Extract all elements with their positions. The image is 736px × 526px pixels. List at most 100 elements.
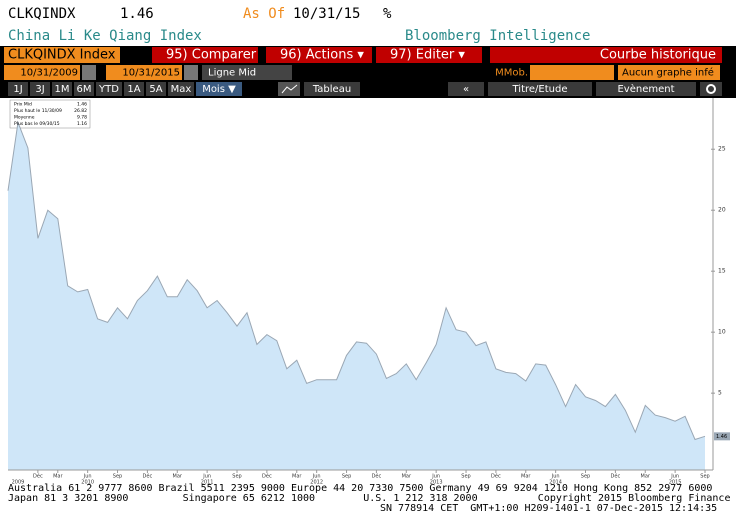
footer-line: Australia 61 2 9777 8600 Brazil 5511 239… bbox=[8, 483, 712, 494]
tool-button[interactable] bbox=[448, 82, 484, 96]
settings-button[interactable] bbox=[700, 82, 722, 96]
x-tick-label: Déc bbox=[143, 473, 153, 480]
x-tick-label: Jun bbox=[431, 474, 440, 480]
security-box[interactable] bbox=[4, 47, 120, 63]
period-label: 6M bbox=[77, 84, 92, 95]
period-label: 1J bbox=[13, 84, 22, 95]
x-tick-label: Mar bbox=[292, 474, 302, 480]
area bbox=[8, 122, 705, 471]
frequency-button[interactable] bbox=[196, 82, 242, 96]
legend-value: 9.78 bbox=[77, 115, 87, 121]
period-label: Max bbox=[171, 84, 192, 95]
x-year-label: 2010 bbox=[81, 480, 94, 486]
x-tick-label: Jun bbox=[312, 474, 321, 480]
x-tick-label: Mar bbox=[641, 474, 651, 480]
end-input[interactable] bbox=[106, 65, 182, 80]
legend-label: Plus bas le 09/30/15 bbox=[14, 121, 60, 127]
table-label: Tableau bbox=[312, 84, 351, 95]
x-tick-label: Jun bbox=[670, 474, 679, 480]
period-button[interactable] bbox=[168, 82, 194, 96]
legend-label: Prix Mid bbox=[14, 102, 32, 108]
start-input[interactable] bbox=[4, 65, 80, 80]
lower-select[interactable] bbox=[618, 65, 720, 80]
period-label: 5A bbox=[149, 84, 162, 95]
toolbar-button[interactable] bbox=[376, 47, 482, 63]
y-tick-label: 15 bbox=[718, 268, 726, 275]
x-tick-label: Mar bbox=[521, 474, 531, 480]
legend-label: Plus haut le 11/30/09 bbox=[14, 108, 62, 114]
view-title: Courbe historique bbox=[600, 48, 716, 63]
percent: % bbox=[383, 6, 392, 22]
x-tick-label: Jun bbox=[202, 474, 211, 480]
x-tick-label: Déc bbox=[262, 473, 272, 480]
x-tick-label: Mar bbox=[173, 474, 183, 480]
y-tick-label: 5 bbox=[718, 390, 722, 397]
tool-button[interactable] bbox=[488, 82, 592, 96]
line-select[interactable] bbox=[202, 65, 292, 80]
period-label: 1M bbox=[55, 84, 70, 95]
line-type: Ligne Mid bbox=[208, 68, 256, 79]
x-tick-label: Sep bbox=[461, 474, 470, 480]
source: Bloomberg Intelligence bbox=[405, 28, 590, 44]
x-tick-label: Déc bbox=[611, 473, 621, 480]
mmob-input[interactable] bbox=[530, 65, 614, 80]
period-button[interactable] bbox=[52, 82, 72, 96]
x-tick-label: Mar bbox=[53, 474, 63, 480]
period-button[interactable] bbox=[30, 82, 50, 96]
lower-chart: Aucun graphe infé bbox=[622, 67, 714, 79]
legend-value: 1.16 bbox=[77, 121, 87, 127]
legend-value: 26.82 bbox=[74, 108, 87, 114]
security: CLKQINDX Index bbox=[8, 48, 116, 63]
view-box bbox=[490, 47, 722, 63]
y-tick-label: 25 bbox=[718, 146, 726, 153]
x-year-label: 2013 bbox=[430, 480, 443, 486]
frequency-label: Mois ▼ bbox=[202, 84, 236, 95]
y-tick-label: 20 bbox=[718, 207, 726, 214]
tool-button[interactable] bbox=[596, 82, 696, 96]
period-button[interactable] bbox=[146, 82, 166, 96]
x-tick-label: Sep bbox=[581, 474, 590, 480]
x-year-label: 2012 bbox=[310, 480, 323, 486]
period-button[interactable] bbox=[74, 82, 94, 96]
x-year-label: 2014 bbox=[549, 480, 562, 486]
period-label: 1A bbox=[127, 84, 140, 95]
x-tick-label: Sep bbox=[232, 474, 241, 480]
security-name: China Li Ke Qiang Index bbox=[8, 28, 202, 44]
header-bg bbox=[0, 0, 736, 46]
calendar-icon[interactable] bbox=[184, 65, 198, 80]
start-date: 10/31/2009 bbox=[20, 68, 78, 79]
x-tick-label: Mar bbox=[402, 474, 412, 480]
legend-value: 1.46 bbox=[77, 102, 87, 108]
chart-icon-glyph bbox=[281, 84, 298, 94]
toolbar-button[interactable] bbox=[152, 47, 258, 63]
last-value-label: 1.46 bbox=[716, 434, 727, 440]
line bbox=[7, 120, 706, 441]
x-tick-label: Déc bbox=[33, 473, 43, 480]
x-year-label: 2009 bbox=[12, 480, 25, 486]
ticker: CLKQINDX bbox=[8, 6, 76, 22]
period-button[interactable] bbox=[96, 82, 122, 96]
price: 1.46 bbox=[120, 6, 154, 22]
x-tick-label: Déc bbox=[372, 473, 382, 480]
x-tick-label: Jun bbox=[83, 474, 92, 480]
last-value-box bbox=[714, 432, 730, 441]
tool-label: Evènement bbox=[617, 83, 674, 95]
table-button[interactable] bbox=[304, 82, 360, 96]
x-tick-label: Sep bbox=[113, 474, 122, 480]
x-tick-label: Déc bbox=[491, 473, 501, 480]
toolbar-button[interactable] bbox=[266, 47, 372, 63]
toolbar-button-label: 95) Comparer bbox=[166, 48, 257, 63]
calendar-icon[interactable] bbox=[82, 65, 96, 80]
end-date: 10/31/2015 bbox=[122, 68, 180, 79]
legend-box bbox=[9, 99, 91, 129]
toolbar-button-label: 96) Actions ▾ bbox=[280, 48, 364, 63]
toolbar-button-label: 97) Editer ▾ bbox=[390, 48, 465, 63]
as-of-date: 10/31/15 bbox=[293, 6, 360, 22]
period-label: YTD bbox=[98, 84, 119, 95]
period-button[interactable] bbox=[124, 82, 144, 96]
x-tick-label: Sep bbox=[700, 474, 709, 480]
settings-icon bbox=[706, 84, 716, 94]
period-button[interactable] bbox=[8, 82, 28, 96]
